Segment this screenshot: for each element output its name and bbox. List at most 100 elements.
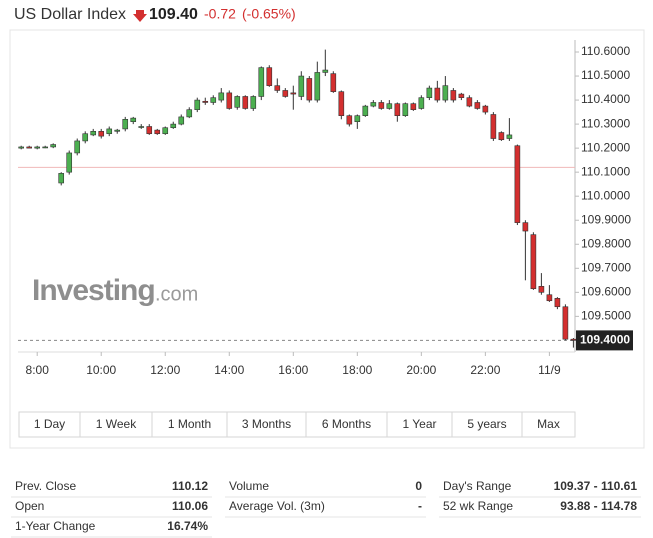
candle-body bbox=[474, 102, 481, 109]
y-tick-label: 110.4000 bbox=[581, 92, 630, 106]
x-tick-label: 16:00 bbox=[278, 363, 308, 377]
y-tick-label: 110.1000 bbox=[581, 164, 630, 178]
candle-body bbox=[522, 222, 529, 232]
candle-body bbox=[18, 146, 25, 149]
candle-body bbox=[306, 78, 313, 101]
candle-body bbox=[266, 67, 273, 86]
candle-body bbox=[346, 115, 353, 125]
candle-body bbox=[74, 140, 81, 154]
tab-label[interactable]: Max bbox=[537, 417, 560, 431]
candle-body bbox=[162, 127, 169, 135]
tab-label[interactable]: 1 Year bbox=[402, 417, 436, 431]
stat-label: 52 wk Range bbox=[443, 499, 513, 513]
instrument-title: US Dollar Index bbox=[14, 6, 126, 23]
candle-body bbox=[482, 105, 489, 113]
candle-body bbox=[170, 123, 177, 129]
range-tab[interactable]: 1 Month bbox=[151, 411, 228, 438]
candle-body bbox=[290, 92, 297, 95]
candle-body bbox=[26, 146, 33, 149]
stat-label: Average Vol. (3m) bbox=[229, 499, 325, 513]
candle-body bbox=[274, 85, 281, 91]
x-tick-label: 10:00 bbox=[86, 363, 116, 377]
candle-body bbox=[570, 338, 577, 341]
candle-body bbox=[90, 131, 97, 136]
x-tick-label: 11/9 bbox=[538, 363, 561, 377]
candle-body bbox=[338, 91, 345, 116]
tab-label[interactable]: 5 years bbox=[467, 417, 506, 431]
y-tick-label: 109.9000 bbox=[581, 212, 631, 226]
y-tick-label: 109.8000 bbox=[581, 236, 631, 250]
candle-body bbox=[378, 102, 385, 109]
x-tick-label: 8:00 bbox=[26, 363, 50, 377]
candle-body bbox=[122, 119, 129, 130]
tab-box[interactable] bbox=[151, 411, 228, 438]
stat-label: Prev. Close bbox=[15, 479, 76, 493]
candle-body bbox=[202, 100, 209, 103]
candle-body bbox=[458, 93, 465, 98]
candle-body bbox=[114, 129, 121, 132]
candle-body bbox=[234, 96, 241, 108]
range-tab[interactable]: 3 Months bbox=[226, 411, 307, 438]
candle-body bbox=[218, 92, 225, 101]
candle-body bbox=[186, 109, 193, 118]
range-tab[interactable]: 1 Year bbox=[386, 411, 453, 438]
candle-body bbox=[354, 115, 361, 123]
candle-body bbox=[554, 298, 561, 308]
stat-label: Day's Range bbox=[443, 479, 512, 493]
y-tick-label: 110.2000 bbox=[581, 140, 630, 154]
candle-body bbox=[314, 72, 321, 101]
tab-box[interactable] bbox=[79, 411, 153, 438]
candle-body bbox=[194, 99, 201, 110]
tab-label[interactable]: 1 Day bbox=[34, 417, 65, 431]
price: 109.40 bbox=[149, 6, 198, 23]
candle-body bbox=[34, 146, 41, 149]
y-tick-label: 110.5000 bbox=[581, 68, 630, 82]
range-tab[interactable]: 6 Months bbox=[305, 411, 388, 438]
range-tab[interactable]: 5 years bbox=[451, 411, 523, 438]
candle-body bbox=[130, 117, 137, 123]
watermark: Investing bbox=[32, 274, 155, 307]
candle-body bbox=[330, 73, 337, 92]
candle-body bbox=[490, 114, 497, 139]
candle-body bbox=[210, 97, 217, 103]
tab-label[interactable]: 1 Week bbox=[96, 417, 137, 431]
candle-body bbox=[298, 75, 305, 97]
candle-body bbox=[106, 128, 113, 135]
candle-body bbox=[250, 96, 257, 109]
candle-body bbox=[146, 126, 153, 135]
tab-label[interactable]: 3 Months bbox=[242, 417, 291, 431]
range-tab[interactable]: Max bbox=[521, 411, 576, 438]
candle-body bbox=[226, 92, 233, 109]
y-tick-label: 110.3000 bbox=[581, 116, 630, 130]
candle-body bbox=[538, 286, 545, 293]
tab-box[interactable] bbox=[386, 411, 453, 438]
candle-body bbox=[434, 87, 441, 101]
stat-label: Volume bbox=[229, 479, 269, 493]
range-tab[interactable]: 1 Day bbox=[18, 411, 81, 438]
candle-body bbox=[450, 90, 457, 101]
candle-body bbox=[546, 294, 553, 302]
tab-box[interactable] bbox=[521, 411, 576, 438]
stat-value: 109.37 - 110.61 bbox=[554, 479, 638, 493]
stat-value: 110.12 bbox=[172, 479, 208, 493]
stat-value: 93.88 - 114.78 bbox=[560, 499, 637, 513]
change: -0.72 bbox=[204, 6, 236, 22]
tab-box[interactable] bbox=[451, 411, 523, 438]
stat-value: 0 bbox=[415, 479, 422, 493]
tab-label[interactable]: 6 Months bbox=[322, 417, 371, 431]
candle-body bbox=[66, 152, 73, 173]
y-tick-label: 110.6000 bbox=[581, 44, 630, 58]
range-tab[interactable]: 1 Week bbox=[79, 411, 153, 438]
candle-body bbox=[50, 144, 57, 148]
y-tick-label: 110.0000 bbox=[581, 188, 630, 202]
candle-body bbox=[178, 116, 185, 125]
candle-body bbox=[514, 145, 521, 223]
tab-box[interactable] bbox=[226, 411, 307, 438]
tab-label[interactable]: 1 Month bbox=[168, 417, 211, 431]
candle-body bbox=[282, 90, 289, 97]
stat-value: 110.06 bbox=[172, 499, 208, 513]
candle-body bbox=[370, 102, 377, 107]
candle-body bbox=[442, 85, 449, 101]
